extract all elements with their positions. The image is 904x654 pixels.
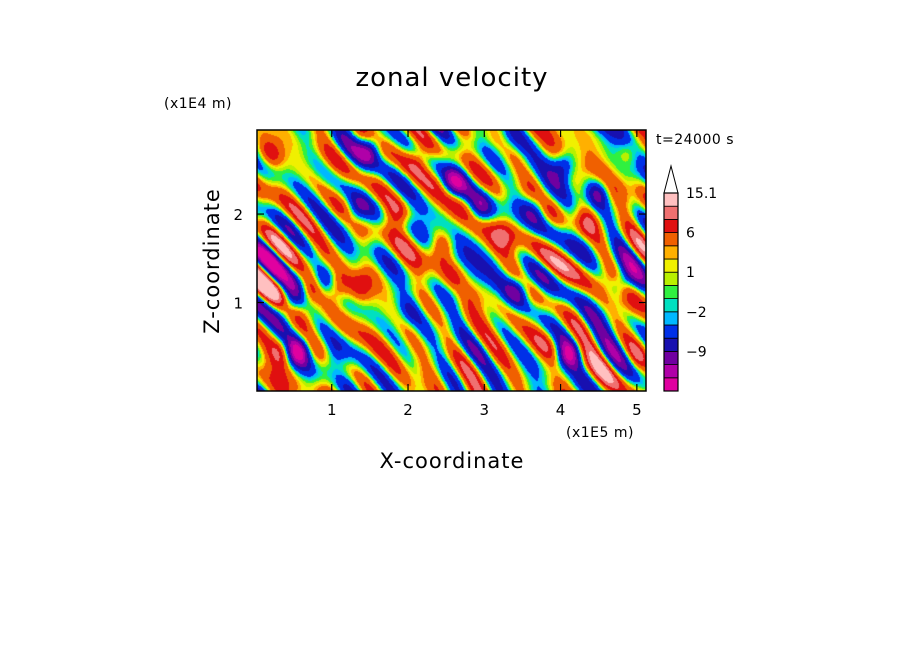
y-axis-ticks: 12	[233, 206, 646, 313]
colorbar-swatch	[663, 205, 679, 220]
time-label: t=24000 s	[656, 132, 734, 148]
x-tick-label: 5	[632, 401, 642, 419]
x-tick-label: 3	[480, 401, 490, 419]
x-axis-label: X-coordinate	[380, 449, 525, 473]
x-tick-label: 1	[327, 401, 337, 419]
colorbar-swatch	[663, 192, 679, 207]
colorbar-swatch	[663, 337, 679, 352]
colorbar-swatch	[663, 284, 679, 299]
y-tick-label: 1	[233, 295, 243, 313]
colorbar-swatch	[663, 324, 679, 339]
colorbar-extend-arrow	[663, 164, 679, 194]
colorbar-swatch	[663, 364, 679, 379]
colorbar-frame	[663, 192, 679, 392]
colorbar-swatch	[663, 350, 679, 365]
colorbar-label: 1	[686, 265, 695, 281]
colorbar-swatch	[663, 271, 679, 286]
colorbar-label: −2	[686, 305, 707, 321]
plot-frame	[256, 129, 647, 392]
y-axis-label: Z-coordinate	[200, 188, 224, 334]
colorbar: 15.1 6 1 −2 −9	[663, 164, 717, 392]
y-tick-label: 2	[233, 206, 243, 224]
x-axis-ticks: 1 2 3 4 5	[327, 130, 642, 419]
x-unit-label: (x1E5 m)	[566, 425, 634, 441]
colorbar-swatch	[663, 258, 679, 273]
velocity-field-image	[257, 130, 646, 391]
chart-title: zonal velocity	[355, 63, 548, 93]
colorbar-label: 6	[686, 226, 695, 242]
x-tick-label: 4	[556, 401, 566, 419]
colorbar-swatch	[663, 232, 679, 247]
colorbar-swatch	[663, 245, 679, 260]
colorbar-label: 15.1	[686, 186, 717, 202]
colorbar-swatch	[663, 298, 679, 313]
x-tick-label: 2	[403, 401, 413, 419]
colorbar-swatch	[663, 218, 679, 233]
y-unit-label: (x1E4 m)	[164, 96, 232, 112]
colorbar-label: −9	[686, 344, 707, 360]
colorbar-swatch	[663, 311, 679, 326]
colorbar-swatch	[663, 377, 679, 392]
